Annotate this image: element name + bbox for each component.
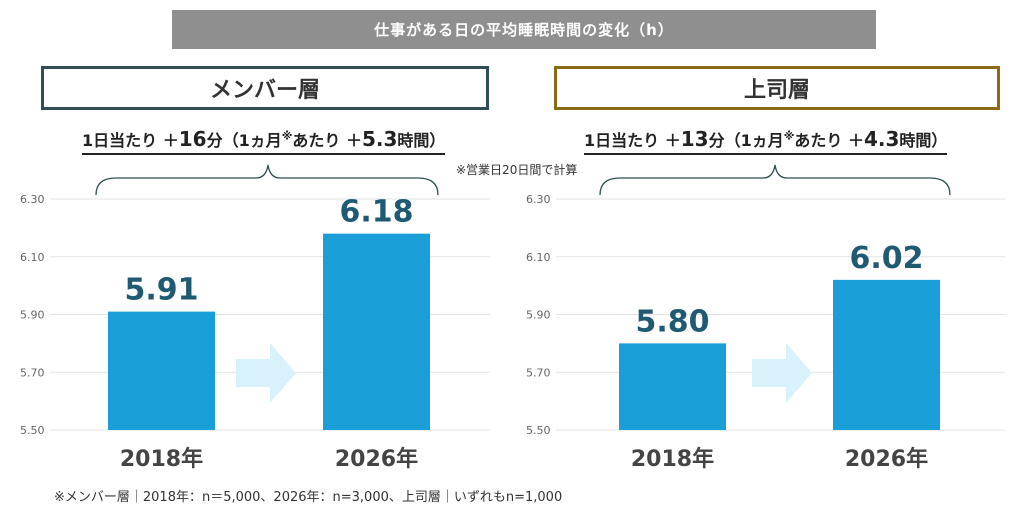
- summary-daily-value: 16: [178, 127, 207, 151]
- category-label: 2026年: [335, 446, 418, 472]
- value-label: 5.91: [124, 273, 198, 308]
- y-tick-label: 5.70: [20, 366, 45, 379]
- arrow-icon: [752, 343, 812, 403]
- y-tick-label: 6.30: [526, 193, 551, 206]
- summary-boss: 1日当たり ＋13分（1ヵ月※あたり ＋4.3時間）: [584, 127, 948, 155]
- category-label: 2018年: [120, 446, 203, 472]
- bar-2026年: [323, 233, 430, 430]
- bracket: [599, 164, 951, 196]
- value-label: 6.02: [849, 241, 923, 276]
- y-tick-label: 5.50: [526, 424, 551, 437]
- summary-daily-value: 13: [680, 127, 709, 151]
- bracket: [95, 164, 439, 196]
- group-label-boss: 上司層: [554, 66, 1000, 110]
- arrow-icon: [236, 343, 296, 403]
- member-bar-chart: 6.30 6.10 5.90 5.70 5.50 5.91 2018年 6.18 2026年: [20, 164, 490, 472]
- summary-daily-unit: 分（1ヵ月: [206, 131, 282, 150]
- category-label: 2018年: [631, 446, 714, 472]
- summary-monthly-value: 5.3: [361, 127, 398, 151]
- y-tick-label: 5.90: [20, 309, 45, 322]
- bar-2018年: [619, 343, 726, 430]
- y-tick-label: 6.10: [526, 251, 551, 264]
- summary-note-mark: ※: [281, 129, 293, 143]
- chart-title: 仕事がある日の平均睡眠時間の変化（h）: [172, 10, 876, 49]
- category-label: 2026年: [845, 446, 928, 472]
- y-tick-label: 5.70: [526, 366, 551, 379]
- summary-monthly-prefix: あたり ＋: [292, 131, 362, 150]
- summary-note-mark: ※: [783, 129, 795, 143]
- value-label: 6.18: [339, 195, 413, 230]
- summary-monthly-unit: 時間）: [397, 131, 446, 150]
- sample-size-footnote: ※メンバー層｜2018年：n＝5,000、2026年：n=3,000、上司層｜い…: [54, 490, 563, 505]
- summary-monthly-prefix: あたり ＋: [794, 131, 864, 150]
- summary-daily-unit: 分（1ヵ月: [708, 131, 784, 150]
- summary-prefix: 1日当たり ＋: [82, 131, 179, 150]
- boss-panel: 上司層 1日当たり ＋13分（1ヵ月※あたり ＋4.3時間） 6.30 6.10 5…: [510, 0, 1020, 480]
- boss-bar-chart: 6.30 6.10 5.90 5.70 5.50 5.80 2018年 6.02 2026年: [526, 164, 1005, 472]
- group-label-member: メンバー層: [41, 66, 489, 110]
- y-tick-label: 6.10: [20, 251, 45, 264]
- y-tick-label: 5.90: [526, 309, 551, 322]
- value-label: 5.80: [635, 304, 709, 339]
- y-tick-label: 6.30: [20, 193, 45, 206]
- y-tick-label: 5.50: [20, 424, 45, 437]
- summary-monthly-unit: 時間）: [899, 131, 948, 150]
- summary-member: 1日当たり ＋16分（1ヵ月※あたり ＋5.3時間）: [82, 127, 446, 155]
- summary-prefix: 1日当たり ＋: [584, 131, 681, 150]
- bar-2026年: [833, 279, 940, 430]
- calc-note: ※営業日20日間で計算: [456, 163, 578, 177]
- member-panel: メンバー層 1日当たり ＋16分（1ヵ月※あたり ＋5.3時間） 6.30 6.1…: [0, 0, 510, 480]
- summary-monthly-value: 4.3: [863, 127, 900, 151]
- bar-2018年: [108, 311, 215, 430]
